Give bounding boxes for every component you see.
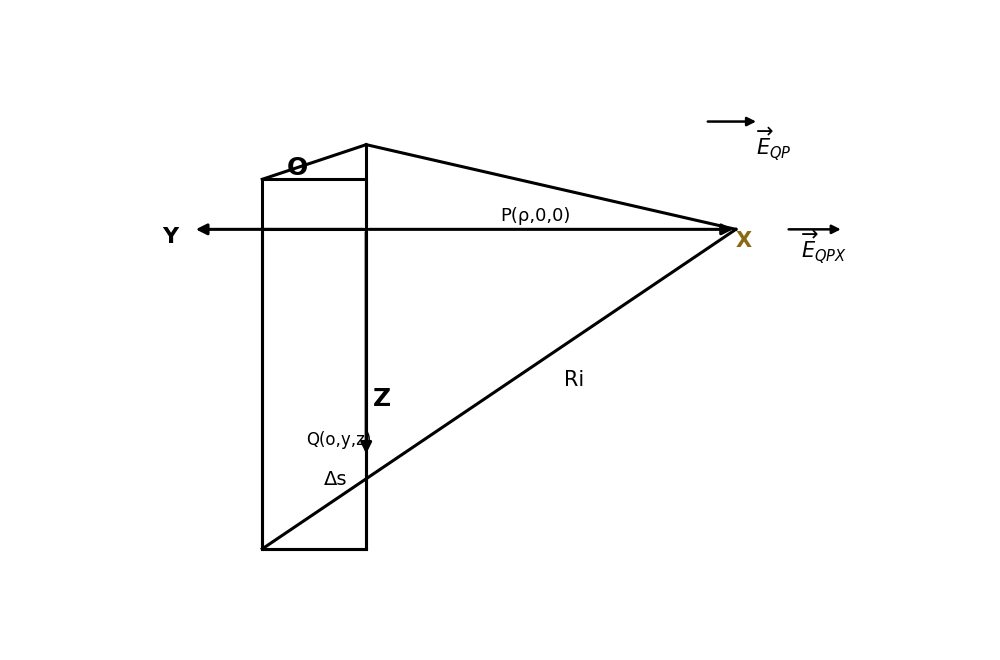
Text: X: X — [735, 231, 752, 251]
Text: Ri: Ri — [564, 370, 584, 389]
Text: Z: Z — [373, 387, 391, 411]
Text: P(ρ,0,0): P(ρ,0,0) — [500, 207, 571, 225]
Text: $\overrightarrow{E}_{QP}$: $\overrightarrow{E}_{QP}$ — [756, 126, 792, 163]
Text: O: O — [286, 156, 308, 180]
Text: Y: Y — [162, 227, 178, 247]
Text: $\overrightarrow{E}_{QPX}$: $\overrightarrow{E}_{QPX}$ — [801, 228, 847, 266]
Text: Δs: Δs — [324, 470, 347, 489]
Text: Q(o,y,z): Q(o,y,z) — [307, 430, 372, 449]
